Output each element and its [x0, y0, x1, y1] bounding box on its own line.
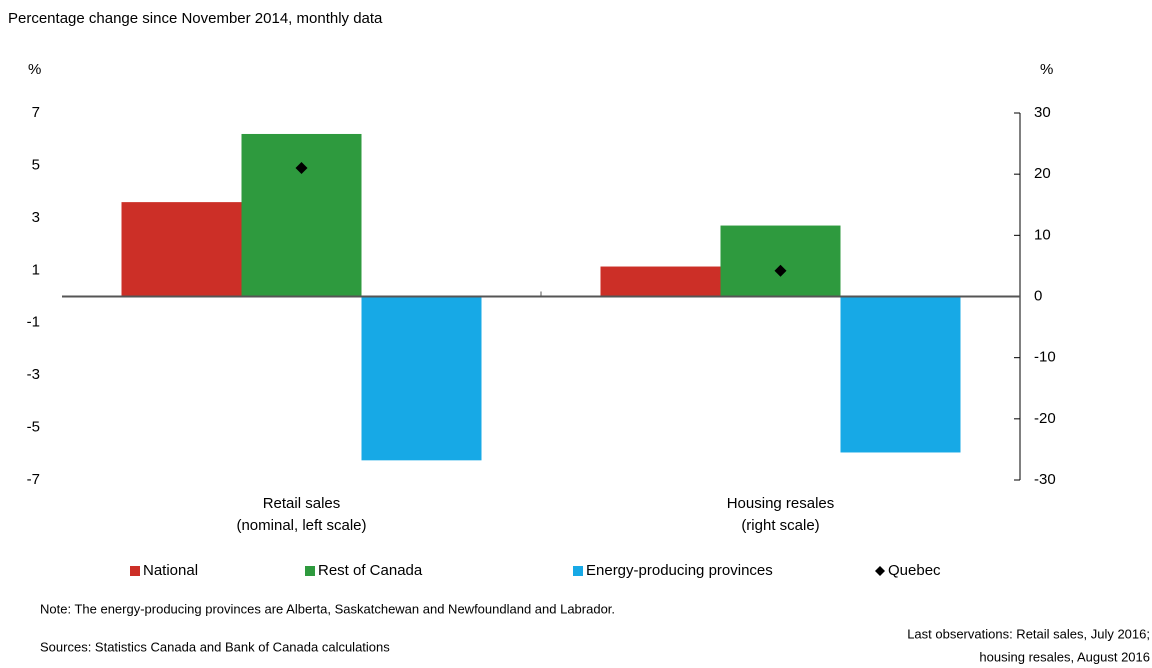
marker: [295, 162, 308, 175]
bar: [121, 202, 242, 297]
last-observations: Last observations: Retail sales, July 20…: [907, 626, 1150, 641]
legend-marker: [875, 566, 885, 576]
y-tick-label: 7: [32, 104, 40, 121]
bar: [720, 225, 841, 297]
y-unit: %: [28, 61, 41, 78]
bar: [241, 133, 362, 297]
legend-label: Energy-producing provinces: [586, 562, 773, 579]
x-tick-label: Retail sales: [263, 495, 341, 512]
y2-tick-label: 10: [1034, 226, 1051, 243]
chart-title: Percentage change since November 2014, m…: [8, 10, 383, 27]
y-tick-label: 3: [32, 209, 40, 226]
bar: [840, 296, 961, 453]
y2-unit: %: [1040, 61, 1053, 78]
x-tick-label: (nominal, left scale): [236, 517, 366, 534]
legend-label: National: [143, 562, 198, 579]
legend-swatch: [573, 566, 583, 576]
bar: [361, 296, 482, 461]
note: Note: The energy-producing provinces are…: [40, 601, 615, 616]
y-tick-label: -1: [27, 314, 40, 331]
x-tick-label: (right scale): [741, 517, 819, 534]
y2-tick-label: -10: [1034, 349, 1056, 366]
y-tick-label: -7: [27, 471, 40, 488]
sources: Sources: Statistics Canada and Bank of C…: [40, 639, 390, 654]
y-tick-label: 1: [32, 261, 40, 278]
y-tick-label: -3: [27, 366, 40, 383]
y-tick-label: -5: [27, 419, 40, 436]
bar: [600, 266, 721, 297]
y2-tick-label: 20: [1034, 165, 1051, 182]
y2-tick-label: 0: [1034, 287, 1042, 304]
x-tick-label: Housing resales: [727, 495, 835, 512]
y2-tick-label: 30: [1034, 104, 1051, 121]
legend-swatch: [130, 566, 140, 576]
legend-swatch: [305, 566, 315, 576]
y-tick-label: 5: [32, 156, 40, 173]
legend-label: Rest of Canada: [318, 562, 423, 579]
y2-tick-label: -30: [1034, 471, 1056, 488]
legend-label: Quebec: [888, 562, 941, 579]
marker: [774, 264, 787, 277]
y2-tick-label: -20: [1034, 410, 1056, 427]
last-observations: housing resales, August 2016: [979, 649, 1150, 664]
